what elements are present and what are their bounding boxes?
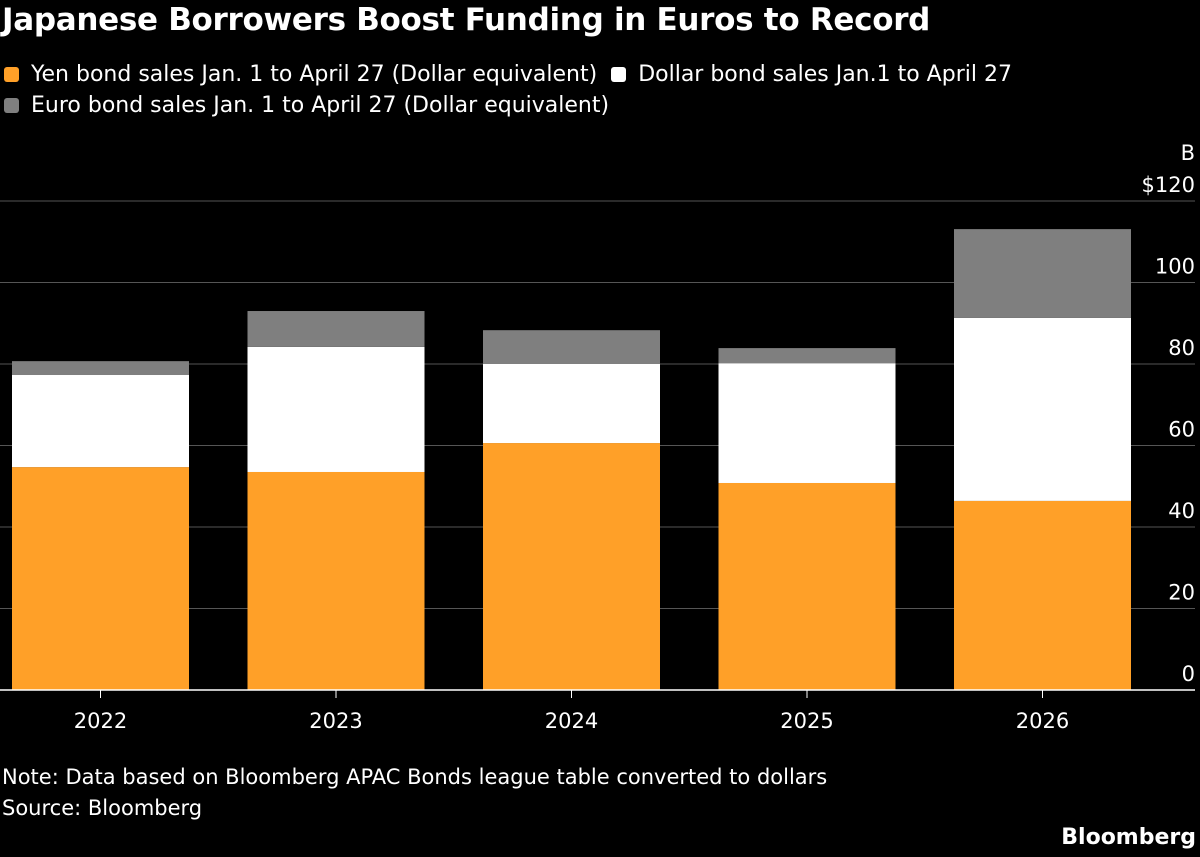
y-tick-label: 100 — [1155, 255, 1195, 279]
bar-segment-euro — [718, 348, 896, 364]
x-tick-label: 2025 — [780, 709, 833, 733]
chart-title: Japanese Borrowers Boost Funding in Euro… — [2, 2, 931, 38]
bar-segment-euro — [954, 229, 1131, 318]
legend-label-euro: Euro bond sales Jan. 1 to April 27 (Doll… — [31, 93, 610, 118]
y-tick-label: 80 — [1168, 336, 1195, 360]
legend-item-euro: Euro bond sales Jan. 1 to April 27 (Doll… — [4, 93, 609, 118]
legend-item-dollar: Dollar bond sales Jan.1 to April 27 — [611, 62, 1012, 87]
bar-segment-dollar — [247, 346, 425, 472]
bar-segment-dollar — [12, 375, 189, 468]
bar-segment-euro — [483, 330, 660, 364]
y-unit-label: B — [1181, 141, 1195, 165]
bar-segment-yen — [12, 467, 189, 690]
chart-plot: B 0 20 40 60 80 100 $120 2022 2023 2024 2025 2026 — [0, 141, 1195, 733]
legend-label-dollar: Dollar bond sales Jan.1 to April 27 — [638, 62, 1012, 87]
legend-swatch-yen — [4, 67, 19, 82]
bar-segment-euro — [12, 361, 189, 376]
bloomberg-logo: Bloomberg — [1061, 825, 1196, 850]
bar-segment-yen — [247, 471, 425, 690]
y-tick-label: $120 — [1142, 173, 1195, 197]
legend-row-2: Euro bond sales Jan. 1 to April 27 (Doll… — [4, 93, 623, 118]
y-tick-label: 60 — [1168, 418, 1195, 442]
chart-note: Note: Data based on Bloomberg APAC Bonds… — [2, 765, 828, 789]
bar-segment-dollar — [718, 363, 896, 483]
x-tick-label: 2026 — [1016, 709, 1069, 733]
x-tick-label: 2022 — [74, 709, 127, 733]
legend-item-yen: Yen bond sales Jan. 1 to April 27 (Dolla… — [4, 62, 597, 87]
legend-row-1: Yen bond sales Jan. 1 to April 27 (Dolla… — [4, 62, 1026, 87]
bar-segment-dollar — [954, 317, 1131, 501]
bar-segment-yen — [718, 482, 896, 690]
legend-swatch-euro — [4, 98, 19, 113]
bar-segment-euro — [247, 311, 425, 347]
bar-segment-yen — [483, 443, 660, 690]
y-tick-label: 20 — [1168, 581, 1195, 605]
legend-label-yen: Yen bond sales Jan. 1 to April 27 (Dolla… — [31, 62, 598, 87]
x-tick-label: 2024 — [545, 709, 598, 733]
chart-source: Source: Bloomberg — [2, 796, 203, 820]
y-tick-label: 40 — [1168, 499, 1195, 523]
legend-swatch-dollar — [611, 67, 627, 82]
bar-segment-dollar — [483, 364, 660, 444]
x-tick-label: 2023 — [309, 709, 362, 733]
y-tick-label: 0 — [1182, 662, 1195, 686]
bar-segment-yen — [954, 500, 1131, 690]
